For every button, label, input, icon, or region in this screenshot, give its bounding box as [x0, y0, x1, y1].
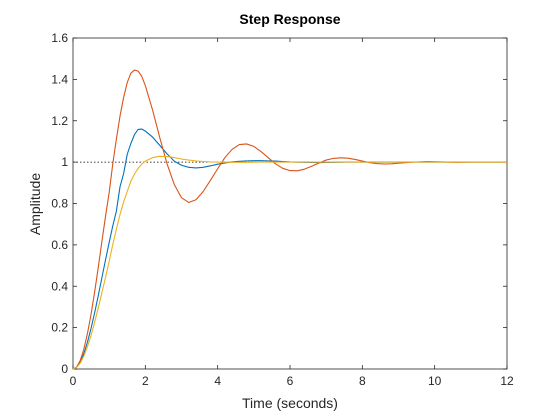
x-tick-label: 0 [70, 374, 77, 388]
y-tick-label: 0.8 [51, 197, 68, 211]
x-tick-label: 10 [428, 374, 442, 388]
y-axis-label: Amplitude [27, 173, 43, 235]
y-tick-label: 0 [61, 362, 68, 376]
x-axis-label: Time (seconds) [242, 395, 338, 411]
y-tick-label: 1.4 [51, 72, 68, 86]
axes-box [72, 37, 508, 370]
chart-title: Step Response [239, 11, 340, 27]
x-tick-label: 2 [142, 374, 149, 388]
y-tick-label: 0.2 [51, 321, 68, 335]
series-line-2 [72, 69, 507, 370]
x-tick-label: 4 [214, 374, 221, 388]
plot-area: 0 2 4 6 8 10 12 0 0.2 0.4 0.6 0.8 1 1.2 1.4 1.6 [51, 31, 514, 388]
y-tick-label: 1.6 [51, 31, 68, 45]
x-tick-label: 12 [500, 374, 514, 388]
y-tick-label: 0.6 [51, 238, 68, 252]
y-tick-label: 0.4 [51, 279, 68, 293]
x-tick-label: 8 [359, 374, 366, 388]
y-tick-label: 1 [61, 155, 68, 169]
y-tick-label: 1.2 [51, 114, 68, 128]
series-line-3 [72, 155, 507, 370]
x-tick-label: 6 [287, 374, 294, 388]
